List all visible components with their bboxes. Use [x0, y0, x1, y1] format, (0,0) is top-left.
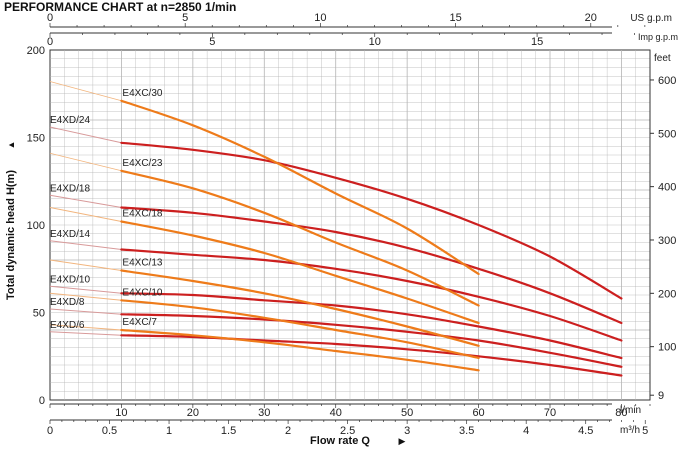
curve-extension-e4xd-8 [49, 308, 122, 315]
us-tick-label: 15 [449, 12, 461, 24]
curve-label-e4xd-24: E4XD/24 [50, 115, 90, 126]
curves [49, 81, 623, 377]
top-imp-unit: Imp g.p.m [638, 32, 678, 42]
curve-label-e4xc-18: E4XC/18 [122, 209, 162, 220]
lmin-tick-label: 70 [544, 407, 556, 419]
lmin-tick-label: 30 [258, 407, 270, 419]
curve-extension-e4xc-13 [49, 259, 122, 271]
curve-extension-e4xc-7 [49, 324, 122, 331]
m3h-tick-label: 4.5 [578, 425, 593, 437]
curve-extension-e4xc-30 [49, 81, 122, 102]
curve-e4xc-7 [120, 328, 480, 372]
m3h-tick-label: 3.5 [459, 425, 474, 437]
y-tick-label: 100 [27, 220, 45, 232]
m3h-tick-label: 1.5 [221, 425, 236, 437]
curve-labels: E4XD/24 E4XD/18 E4XD/14 E4XD/10 E4XD/8 E4XD/6… [50, 88, 163, 331]
curve-e4xc-30 [120, 99, 480, 276]
x-axis-title: Flow rate Q [310, 435, 370, 447]
bottom-lmin-unit: l/min [620, 405, 641, 416]
lmin-tick-label: 20 [187, 407, 199, 419]
m3h-tick-label: 2.5 [340, 425, 355, 437]
us-tick-label: 10 [314, 12, 326, 24]
m3h-tick-label: 2 [285, 425, 291, 437]
curve-label-e4xd-8: E4XD/8 [50, 297, 85, 308]
curve-label-e4xc-7: E4XC/7 [122, 317, 157, 328]
y-tick-label: 150 [27, 133, 45, 145]
curve-label-e4xd-18: E4XD/18 [50, 183, 90, 194]
lmin-tick-label: 10 [115, 407, 127, 419]
curve-label-e4xd-14: E4XD/14 [50, 229, 90, 240]
imp-tick-label: 5 [209, 36, 215, 48]
right-tick-label: 400 [658, 182, 676, 194]
m3h-tick-label: 3 [404, 425, 410, 437]
imp-tick-label: 0 [47, 36, 53, 48]
curve-label-e4xc-30: E4XC/30 [122, 88, 162, 99]
right-tick-label: 500 [658, 128, 676, 140]
right-tick-label: 300 [658, 235, 676, 247]
m3h-tick-label: 4 [523, 425, 529, 437]
y-tick-label: 0 [39, 395, 45, 407]
imp-tick-label: 15 [531, 36, 543, 48]
curve-e4xd-24 [120, 141, 623, 300]
lmin-tick-label: 80 [615, 407, 627, 419]
curve-extension-e4xc-18 [49, 207, 122, 222]
curve-label-e4xc-23: E4XC/23 [122, 158, 162, 169]
us-tick-label: 0 [47, 12, 53, 24]
curve-extension-e4xd-6 [49, 331, 122, 336]
y-tick-label: 50 [33, 308, 45, 320]
imp-tick-label: 10 [369, 36, 381, 48]
curve-extension-e4xd-10 [49, 285, 122, 294]
lmin-tick-label: 50 [401, 407, 413, 419]
x-axis-arrow: ▶ [399, 436, 406, 446]
curve-label-e4xc-10: E4XC/10 [122, 287, 162, 298]
curve-label-e4xd-10: E4XD/10 [50, 274, 90, 285]
curve-extension-e4xd-18 [49, 194, 122, 208]
y-axis-arrow: ▲ [6, 141, 16, 150]
us-tick-label: 5 [182, 12, 188, 24]
bottom-m3h-unit: m³/h [620, 425, 640, 436]
curve-extension-e4xc-23 [49, 152, 122, 172]
y-tick-label: 200 [27, 45, 45, 57]
curve-extension-e4xd-24 [49, 126, 122, 144]
curve-e4xd-8 [120, 313, 623, 368]
grid [50, 50, 650, 400]
curve-e4xc-13 [120, 269, 480, 347]
curve-label-e4xd-6: E4XD/6 [50, 320, 85, 331]
top-us-unit: US g.p.m [630, 13, 672, 24]
chart-title: PERFORMANCE CHART at n=2850 1/min [4, 0, 236, 14]
curve-e4xc-18 [120, 220, 480, 325]
lmin-tick-label: 40 [330, 407, 342, 419]
right-tick-label: 200 [658, 288, 676, 300]
curve-e4xc-10 [120, 299, 480, 360]
y-axis-title: Total dynamic head H(m) [5, 170, 17, 300]
right-tick-label: 100 [658, 342, 676, 354]
m3h-tick-label: 1 [166, 425, 172, 437]
m3h-tick-label: 0 [47, 425, 53, 437]
curve-extension-e4xd-14 [49, 240, 122, 250]
m3h-tick-label: 0.5 [102, 425, 117, 437]
us-tick-label: 20 [585, 12, 597, 24]
curve-e4xd-14 [120, 248, 623, 342]
curve-extension-e4xc-10 [49, 292, 122, 301]
m3h-tick-label: 5 [642, 425, 648, 437]
lmin-tick-label: 60 [472, 407, 484, 419]
curve-e4xd-10 [120, 292, 623, 360]
right-tick-label: 600 [658, 75, 676, 87]
curve-label-e4xc-13: E4XC/13 [122, 258, 162, 269]
curve-e4xc-23 [120, 169, 480, 307]
right-tick-label: 9 [658, 390, 664, 402]
curve-e4xd-18 [120, 206, 623, 325]
right-axis-unit: feet [654, 53, 671, 64]
curve-e4xd-6 [120, 334, 623, 377]
